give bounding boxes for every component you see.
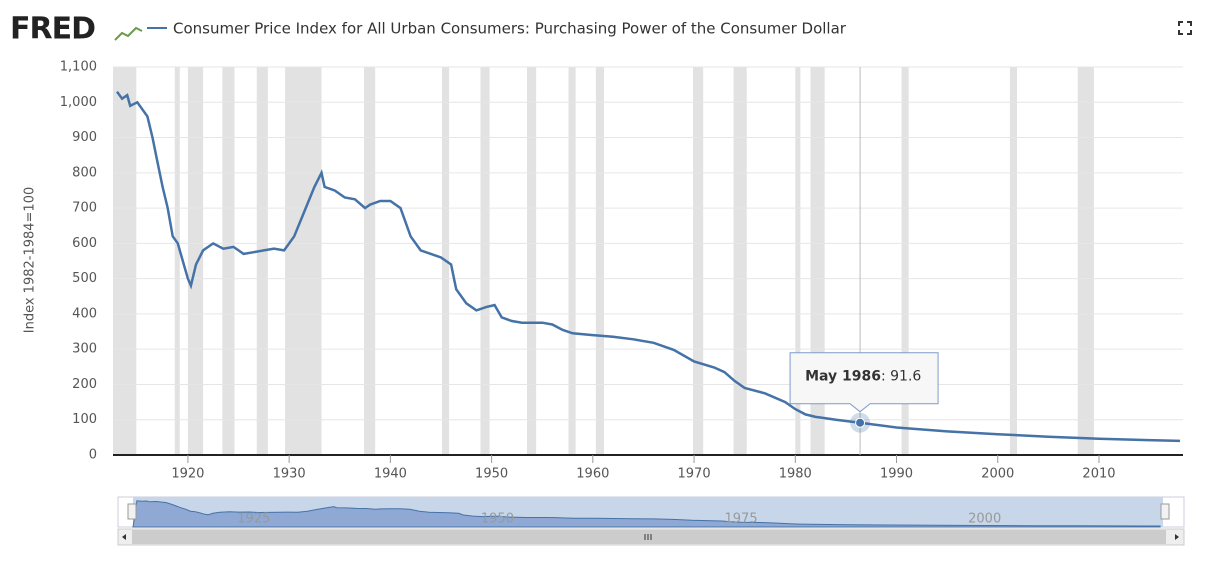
- x-tick-label: 2010: [1082, 467, 1115, 482]
- recession-band: [364, 67, 376, 455]
- recession-band: [480, 67, 490, 455]
- x-tick-label: 1990: [880, 467, 913, 482]
- y-tick-label: 1,100: [60, 60, 97, 75]
- navigator-area: [132, 500, 1161, 528]
- y-axis-label: Index 1982-1984=100: [23, 187, 38, 334]
- recession-band: [901, 67, 909, 455]
- navigator-handle: [127, 503, 137, 520]
- recession-band: [527, 67, 537, 455]
- y-tick-label: 300: [72, 342, 97, 357]
- y-tick-label: 1,000: [60, 95, 97, 110]
- y-tick-label: 0: [89, 448, 97, 463]
- x-tick-label: 1950: [475, 467, 508, 482]
- tooltip-text: May 1986: 91.6: [805, 369, 921, 385]
- plot: May 1986: 91.6: [115, 67, 1181, 455]
- hover-point: [855, 417, 866, 428]
- navigator-tick-label: 1975: [725, 512, 758, 527]
- recession-band: [187, 67, 204, 455]
- scrollbar-thumb[interactable]: [132, 530, 1166, 544]
- navigator-handle: [1160, 503, 1170, 520]
- scrollbar-grip: [644, 534, 652, 540]
- recession-band: [595, 67, 604, 455]
- y-tick-label: 600: [72, 236, 97, 251]
- recession-band: [222, 67, 235, 455]
- tooltip-date: May 1986: [805, 369, 881, 385]
- y-tick-label: 800: [72, 165, 97, 180]
- recession-band: [256, 67, 268, 455]
- logo: FRED: [10, 12, 95, 47]
- recessions: [113, 67, 1094, 455]
- recession-band: [285, 67, 322, 455]
- x-tick-label: 1980: [779, 467, 812, 482]
- fullscreen-glyph[interactable]: [1178, 21, 1192, 35]
- recession-band: [174, 67, 180, 455]
- x-tick-label: 1970: [678, 467, 711, 482]
- recession-band: [1009, 67, 1017, 455]
- y-tick-label: 200: [72, 377, 97, 392]
- recession-band: [568, 67, 576, 455]
- navigator-tick-label: 1925: [237, 512, 270, 527]
- y-tick-label: 900: [72, 130, 97, 145]
- tooltip-box: [789, 352, 939, 413]
- navigator-content: 1925 1950 1975 2000: [127, 497, 1170, 528]
- y-tick-label: 400: [72, 306, 97, 321]
- x-tick-label: 1920: [171, 467, 204, 482]
- y-tick-label: 100: [72, 412, 97, 427]
- y-tick-label: 700: [72, 201, 97, 216]
- navigator-tick-label: 1950: [481, 512, 514, 527]
- recession-band: [693, 67, 704, 455]
- grid: 0 100 200 300 400 500 600 700 800 900 1,000 1,100 19…: [60, 60, 1183, 482]
- x-tick-label: 1940: [374, 467, 407, 482]
- x-tick-label: 1930: [273, 467, 306, 482]
- y-tick-label: 500: [72, 271, 97, 286]
- recession-band: [113, 67, 137, 455]
- fullscreen-icon[interactable]: [1178, 21, 1192, 35]
- recession-band: [733, 67, 747, 455]
- legend-label: Consumer Price Index for All Urban Consu…: [173, 20, 847, 38]
- logo-icon: [114, 26, 143, 41]
- tooltip-value: : 91.6: [881, 369, 921, 385]
- recession-band: [795, 67, 801, 455]
- x-tick-label: 2000: [981, 467, 1014, 482]
- recession-band: [1077, 67, 1094, 455]
- x-tick-label: 1960: [576, 467, 609, 482]
- series-line: [115, 90, 1181, 443]
- navigator-tick-label: 2000: [968, 512, 1001, 527]
